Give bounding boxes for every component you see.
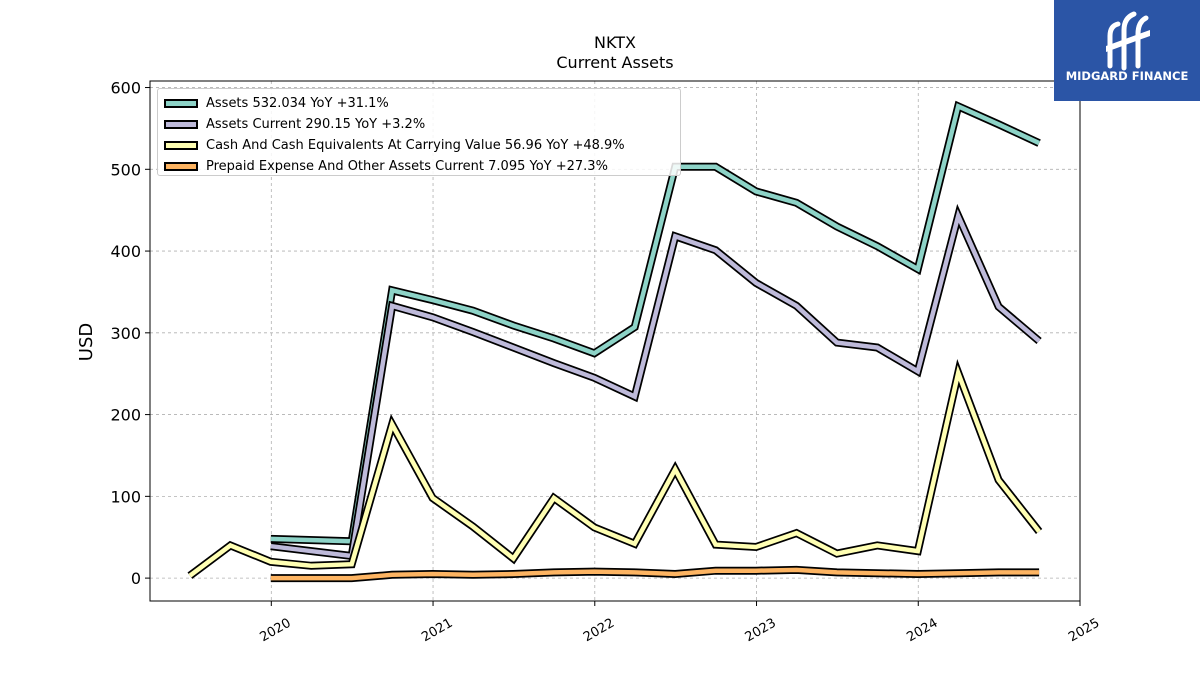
series-line-2 — [188, 365, 1041, 578]
legend-item: Prepaid Expense And Other Assets Current… — [164, 156, 674, 177]
chart-legend: Assets 532.034 YoY +31.1% Assets Current… — [157, 88, 681, 176]
legend-label: Assets 532.034 YoY +31.1% — [206, 96, 389, 111]
brand-name: MIDGARD FINANCE — [1065, 69, 1189, 83]
y-tick-label: 600 — [110, 79, 141, 98]
legend-label: Cash And Cash Equivalents At Carrying Va… — [206, 138, 625, 153]
y-tick-label: 0 — [131, 569, 141, 588]
legend-swatch — [164, 99, 198, 108]
y-tick-label: 500 — [110, 160, 141, 179]
chart-subtitle: Current Assets — [556, 53, 674, 72]
series-line-outline — [187, 359, 1043, 579]
midgard-logo: MIDGARD FINANCE — [1054, 0, 1200, 101]
chart-title: NKTX — [594, 33, 636, 52]
legend-swatch — [164, 141, 198, 150]
y-tick-label: 400 — [110, 242, 141, 261]
x-tick-label: 2021 — [419, 616, 455, 646]
y-axis-label: USD — [76, 323, 97, 361]
y-tick-label: 100 — [110, 487, 141, 506]
series-line-1 — [270, 209, 1041, 559]
legend-item: Cash And Cash Equivalents At Carrying Va… — [164, 135, 674, 156]
series-line-3 — [270, 567, 1040, 581]
legend-item: Assets 532.034 YoY +31.1% — [164, 93, 674, 114]
x-tick-label: 2024 — [904, 616, 940, 646]
x-tick-label: 2022 — [581, 616, 617, 646]
plot-area-frame — [149, 80, 1081, 602]
y-tick-label: 200 — [110, 406, 141, 425]
legend-swatch — [164, 162, 198, 171]
legend-label: Prepaid Expense And Other Assets Current… — [206, 159, 608, 174]
x-tick-label: 2025 — [1066, 616, 1102, 646]
midgard-logo-icon — [1106, 11, 1150, 71]
x-tick-label: 2020 — [257, 616, 293, 646]
y-tick-label: 300 — [110, 324, 141, 343]
legend-item: Assets Current 290.15 YoY +3.2% — [164, 114, 674, 135]
series-layer — [187, 100, 1043, 583]
x-tick-label: 2023 — [743, 616, 779, 646]
legend-swatch — [164, 120, 198, 129]
legend-label: Assets Current 290.15 YoY +3.2% — [206, 117, 426, 132]
